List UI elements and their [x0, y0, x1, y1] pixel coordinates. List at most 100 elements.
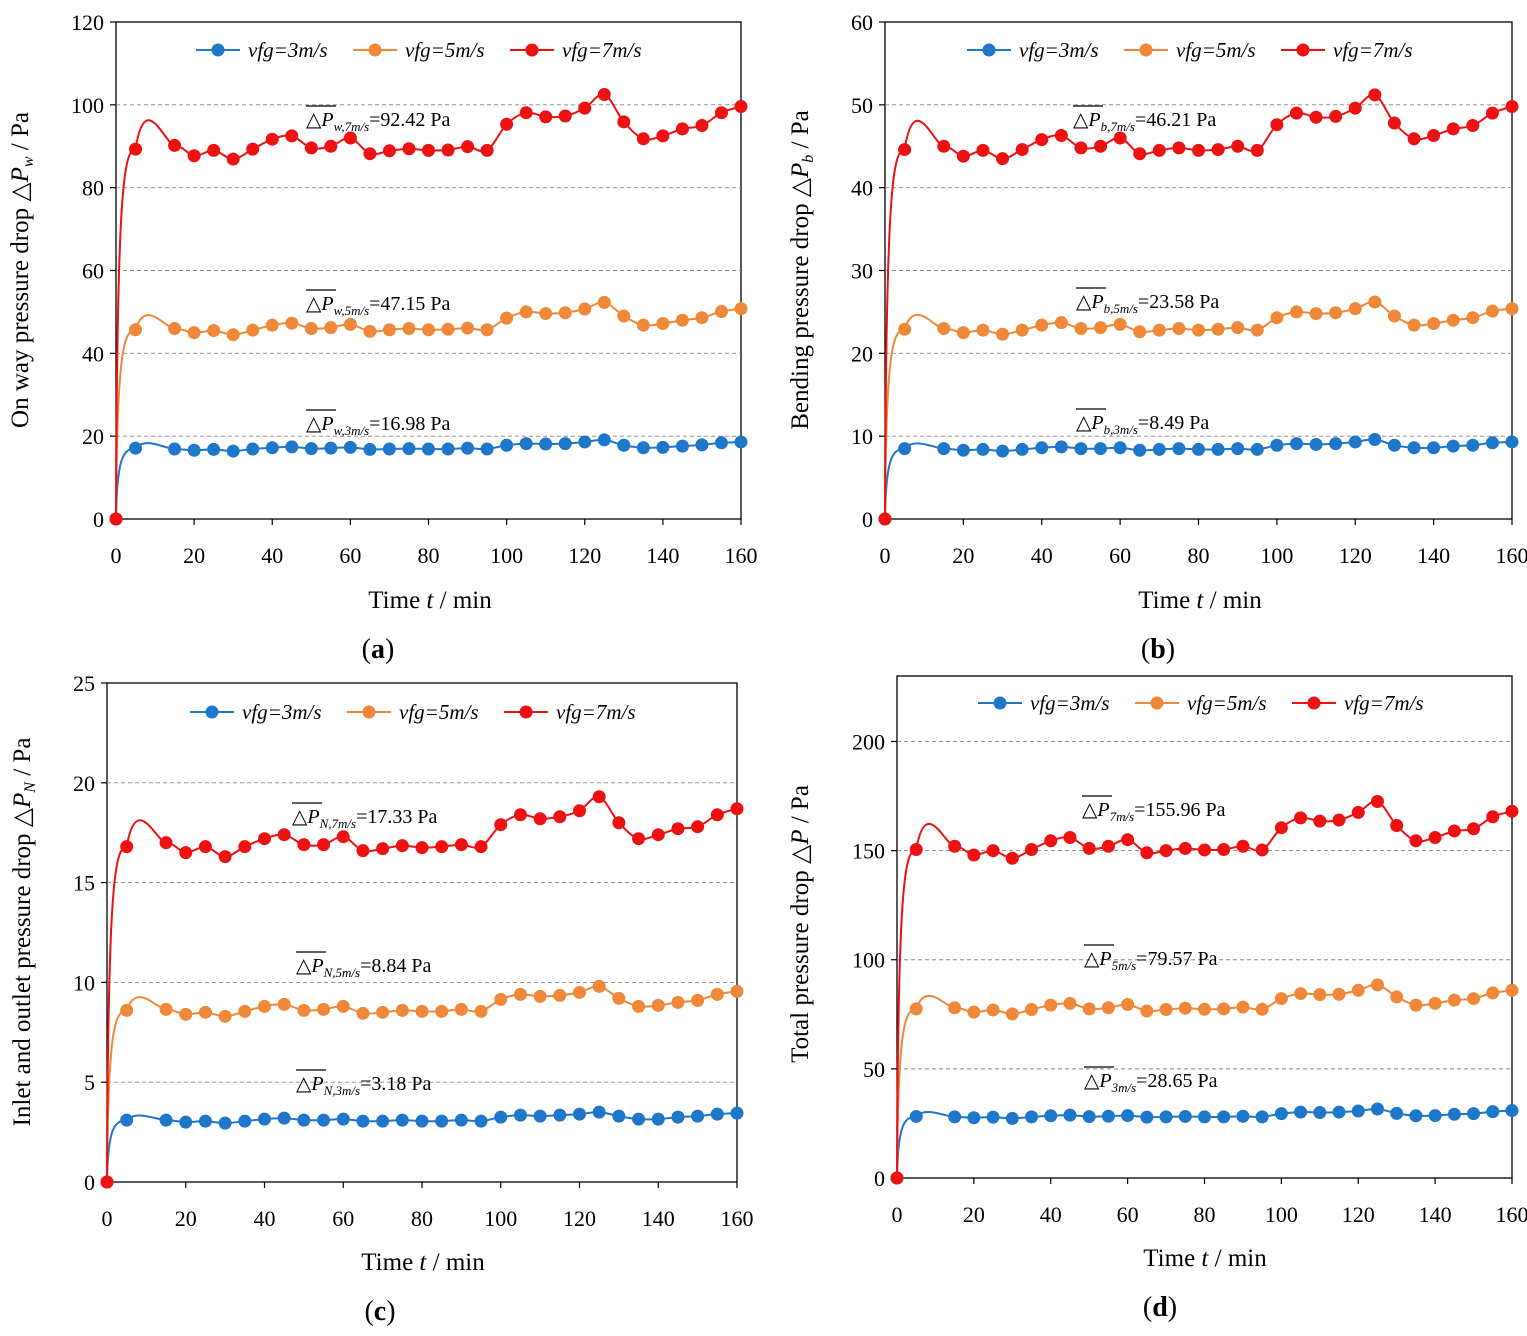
data-point: [207, 143, 221, 157]
x-tick-label: 60: [332, 1206, 354, 1231]
data-point: [675, 439, 689, 453]
data-point: [909, 1109, 923, 1123]
data-point: [226, 152, 240, 166]
x-tick-label: 160: [725, 543, 758, 568]
data-point: [285, 316, 299, 330]
x-tick-label: 140: [642, 1206, 675, 1231]
data-point: [435, 840, 449, 854]
data-point: [1348, 435, 1362, 449]
data-point: [1074, 141, 1088, 155]
data-point: [890, 1171, 904, 1185]
data-point: [1133, 443, 1147, 457]
data-point: [363, 442, 377, 456]
data-point: [1152, 323, 1166, 337]
y-tick-label: 30: [851, 259, 873, 284]
data-point: [120, 840, 134, 854]
data-point: [1274, 992, 1288, 1006]
x-tick-label: 160: [1496, 543, 1527, 568]
data-point: [533, 989, 547, 1003]
data-point: [996, 444, 1010, 458]
chart-panel-a: 0 20 40 60 80 100 120 0 20 40 60 80 100 120 140 160 Time…: [7, 10, 758, 665]
data-point: [159, 1002, 173, 1016]
y-tick-label: 50: [863, 1057, 885, 1082]
data-point: [519, 106, 533, 120]
data-point: [1390, 1106, 1404, 1120]
x-tick-label: 60: [1109, 543, 1131, 568]
data-point: [179, 846, 193, 860]
data-point: [1505, 435, 1519, 449]
x-tick-label: 100: [484, 1206, 517, 1231]
data-point: [617, 309, 631, 323]
y-tick-label: 0: [874, 1166, 885, 1191]
data-point: [1133, 325, 1147, 339]
y-tick-label: 0: [84, 1170, 95, 1195]
data-point: [539, 307, 553, 321]
data-point: [573, 1107, 586, 1121]
y-tick-label: 10: [851, 424, 873, 449]
data-point: [500, 311, 514, 325]
data-point: [395, 1003, 409, 1017]
data-point: [632, 832, 646, 846]
y-tick-label: 25: [73, 671, 95, 696]
data-point: [1005, 1007, 1019, 1021]
data-point: [1387, 438, 1401, 452]
data-point: [1255, 1110, 1269, 1124]
data-point: [1044, 998, 1058, 1012]
data-point: [1289, 437, 1303, 451]
data-point: [1236, 839, 1250, 853]
data-point: [573, 985, 586, 999]
data-point: [1427, 441, 1441, 455]
data-point: [1101, 839, 1115, 853]
data-point: [218, 1009, 232, 1023]
data-point: [651, 828, 665, 842]
legend-marker: [205, 705, 219, 719]
data-point: [480, 143, 494, 157]
data-point: [120, 1003, 134, 1017]
x-tick-label: 80: [411, 1206, 433, 1231]
data-point: [937, 321, 951, 335]
data-point: [1289, 305, 1303, 319]
x-tick-label: 80: [1188, 543, 1210, 568]
data-point: [986, 844, 1000, 858]
data-point: [1313, 988, 1327, 1002]
data-point: [967, 1111, 981, 1125]
data-point: [277, 1111, 291, 1125]
data-point: [695, 438, 709, 452]
data-point: [1428, 1109, 1442, 1123]
data-point: [1313, 1106, 1327, 1120]
data-point: [1192, 323, 1205, 337]
y-tick-label: 50: [851, 93, 873, 118]
data-point: [1063, 996, 1077, 1010]
data-point: [695, 119, 709, 133]
data-point: [246, 142, 260, 156]
data-point: [1192, 442, 1205, 456]
data-point: [494, 1110, 508, 1124]
x-tick-label: 20: [963, 1202, 985, 1227]
data-point: [100, 1175, 114, 1189]
y-tick-label: 40: [851, 176, 873, 201]
x-tick-label: 40: [254, 1206, 276, 1231]
data-point: [937, 139, 951, 153]
data-point: [168, 321, 182, 335]
data-point: [1217, 843, 1231, 857]
legend-label: vfg=3m/s: [242, 700, 322, 724]
legend-label: vfg=3m/s: [248, 38, 328, 62]
x-tick-label: 120: [568, 543, 601, 568]
data-point: [1063, 1108, 1077, 1122]
legend-marker: [993, 696, 1007, 710]
data-point: [179, 1115, 193, 1129]
y-tick-label: 40: [82, 341, 104, 366]
data-point: [238, 1114, 252, 1128]
data-point: [1446, 439, 1460, 453]
data-point: [675, 313, 689, 327]
data-point: [1351, 983, 1365, 997]
data-point: [415, 1114, 429, 1128]
data-point: [1198, 1002, 1211, 1016]
data-point: [730, 1106, 744, 1120]
x-axis-title: Time t / min: [361, 1249, 485, 1276]
data-point: [1329, 437, 1343, 451]
data-point: [948, 1110, 962, 1124]
data-point: [909, 1002, 923, 1016]
data-point: [1250, 143, 1264, 157]
data-point: [494, 992, 508, 1006]
